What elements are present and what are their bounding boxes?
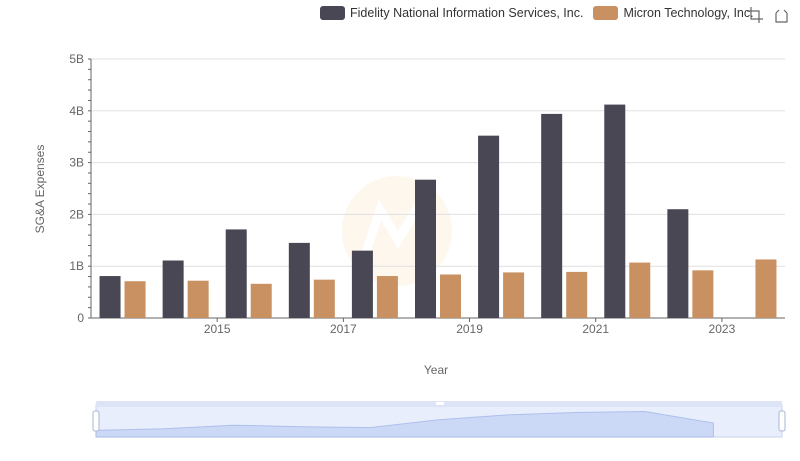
x-axis-title: Year — [424, 363, 448, 377]
bar-micron-2024[interactable] — [755, 259, 777, 318]
x-tick-label: 2019 — [456, 322, 483, 336]
bar-micron-2017[interactable] — [313, 279, 335, 318]
bar-fidelity-2020[interactable] — [478, 135, 500, 318]
restore-icon[interactable] — [772, 6, 790, 24]
bar-fidelity-2018[interactable] — [351, 250, 373, 318]
legend: Fidelity National Information Services, … — [320, 4, 764, 22]
legend-swatch-fidelity — [320, 6, 345, 20]
datazoom-handle-left[interactable] — [92, 410, 100, 432]
bar-fidelity-2016[interactable] — [225, 229, 247, 318]
datazoom-grip[interactable] — [436, 402, 444, 405]
bar-fidelity-2022[interactable] — [604, 104, 626, 318]
bar-micron-2022[interactable] — [629, 262, 651, 318]
y-axis-title: SG&A Expenses — [33, 145, 47, 234]
datazoom-preview — [95, 410, 714, 438]
datazoom-handle-right[interactable] — [778, 410, 786, 432]
legend-item-fidelity[interactable]: Fidelity National Information Services, … — [320, 6, 583, 20]
bar-fidelity-2019[interactable] — [415, 179, 436, 318]
x-tick-label: 2023 — [709, 322, 736, 336]
y-tick-label: 5B — [69, 52, 84, 66]
legend-swatch-micron — [593, 6, 619, 20]
toolbox — [746, 6, 798, 24]
bar-micron-2015[interactable] — [187, 280, 209, 318]
bar-fidelity-2015[interactable] — [162, 260, 184, 318]
zoom-icon[interactable] — [746, 6, 764, 24]
y-tick-label: 3B — [69, 156, 84, 170]
bar-micron-2023[interactable] — [692, 270, 714, 318]
bar-micron-2018[interactable] — [376, 276, 398, 318]
bar-micron-2019[interactable] — [440, 274, 461, 318]
bar-fidelity-2021[interactable] — [541, 113, 563, 319]
bar-fidelity-2014[interactable] — [99, 276, 121, 318]
bar-micron-2020[interactable] — [503, 272, 525, 318]
bar-fidelity-2023[interactable] — [667, 209, 689, 318]
x-tick-label: 2017 — [330, 322, 357, 336]
legend-label-fidelity: Fidelity National Information Services, … — [350, 6, 584, 20]
legend-label-micron: Micron Technology, Inc. — [623, 6, 754, 20]
bar-micron-2014[interactable] — [124, 281, 146, 318]
x-tick-label: 2021 — [582, 322, 609, 336]
y-tick-label: 4B — [69, 104, 84, 118]
y-tick-label: 0 — [77, 311, 84, 325]
bar-micron-2016[interactable] — [250, 283, 272, 318]
bar-fidelity-2017[interactable] — [288, 242, 310, 318]
x-tick-label: 2015 — [204, 322, 231, 336]
datazoom-slider[interactable] — [92, 401, 786, 438]
y-tick-label: 2B — [69, 207, 84, 221]
legend-item-micron[interactable]: Micron Technology, Inc. — [593, 6, 754, 20]
bar-micron-2021[interactable] — [566, 271, 588, 318]
y-tick-label: 1B — [69, 259, 84, 273]
